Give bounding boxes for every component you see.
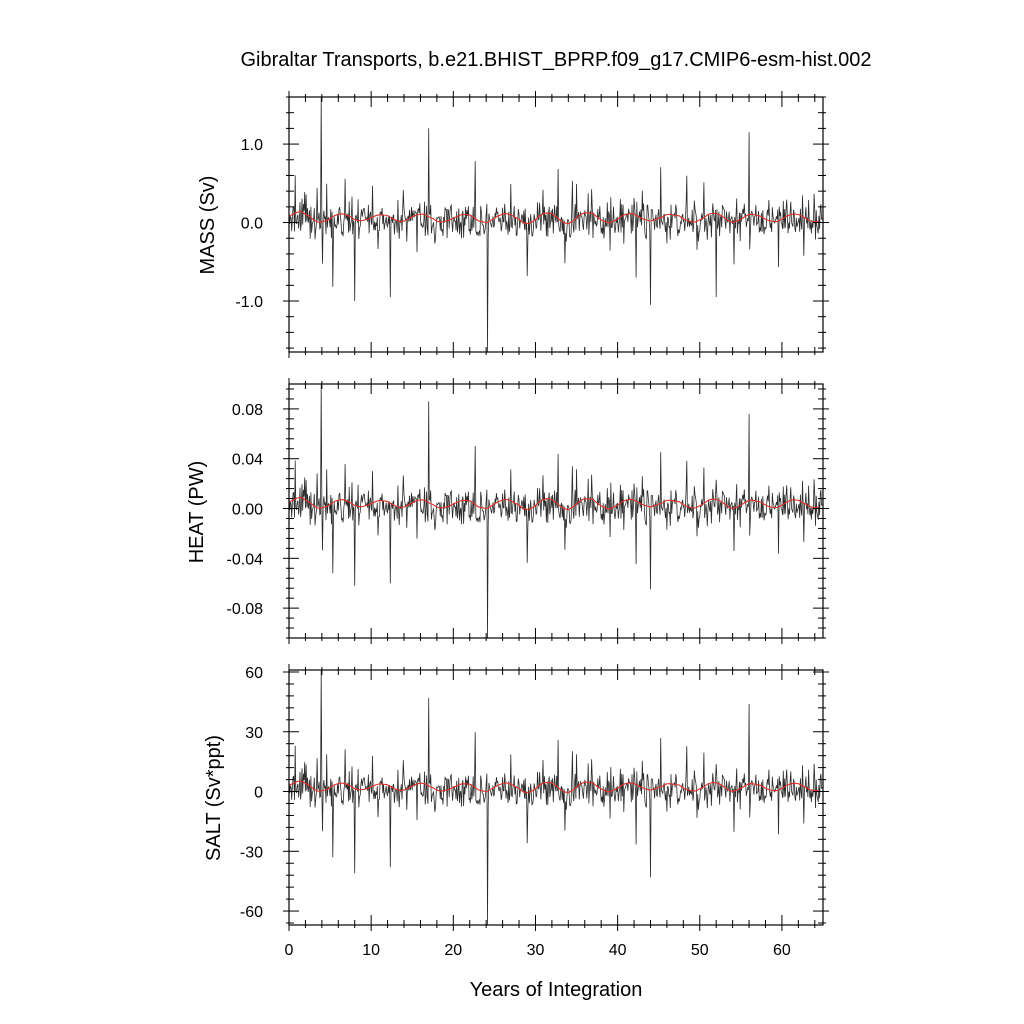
salt-y-axis-label: SALT (Sv*ppt) — [203, 735, 225, 861]
salt-plot-frame — [288, 669, 824, 926]
heat-y-tick-label: 0.08 — [232, 402, 263, 419]
x-axis-label: Years of Integration — [470, 979, 643, 1001]
chart-title: Gibraltar Transports, b.e21.BHIST_BPRP.f… — [240, 49, 871, 71]
x-tick-label: 0 — [285, 942, 294, 959]
mass-y-tick-label: 1.0 — [241, 137, 263, 154]
mass-y-tick-label: 0.0 — [241, 216, 263, 233]
heat-plot-frame — [288, 383, 824, 639]
x-tick-label: 10 — [362, 942, 380, 959]
mass-y-tick-label: -1.0 — [235, 294, 263, 311]
heat-annual-series-line — [288, 496, 819, 511]
salt-panel: SALT (Sv*ppt) -60 -30 0 30 60 0 10 20 30 40 50 60 — [203, 664, 829, 959]
mass-annual-series-line — [288, 211, 819, 225]
salt-y-tick-label: -30 — [240, 844, 263, 861]
heat-y-axis-label: HEAT (PW) — [186, 461, 208, 564]
salt-annual-series-line — [288, 780, 819, 794]
x-tick-label: 20 — [444, 942, 462, 959]
salt-monthly-series-line — [288, 669, 823, 926]
heat-y-tick-label: -0.08 — [227, 601, 264, 618]
mass-y-axis-label: MASS (Sv) — [197, 176, 219, 275]
mass-panel: MASS (Sv) -1.0 0.0 1.0 — [197, 91, 829, 358]
x-tick-label: 30 — [527, 942, 545, 959]
heat-monthly-series-line — [288, 383, 823, 639]
x-tick-label: 50 — [691, 942, 709, 959]
mass-monthly-series-line — [288, 96, 823, 353]
heat-panel: HEAT (PW) -0.08 -0.04 0.00 0.04 0.08 — [186, 378, 829, 644]
mass-plot-frame — [288, 96, 824, 353]
salt-y-tick-label: 60 — [245, 665, 263, 682]
heat-y-tick-label: 0.04 — [232, 452, 263, 469]
heat-y-tick-label: 0.00 — [232, 502, 263, 519]
salt-y-tick-label: -60 — [240, 904, 263, 921]
heat-y-tick-label: -0.04 — [227, 551, 264, 568]
salt-y-tick-label: 0 — [254, 785, 263, 802]
x-tick-label: 60 — [773, 942, 791, 959]
salt-y-tick-label: 30 — [245, 725, 263, 742]
x-tick-label: 40 — [609, 942, 627, 959]
